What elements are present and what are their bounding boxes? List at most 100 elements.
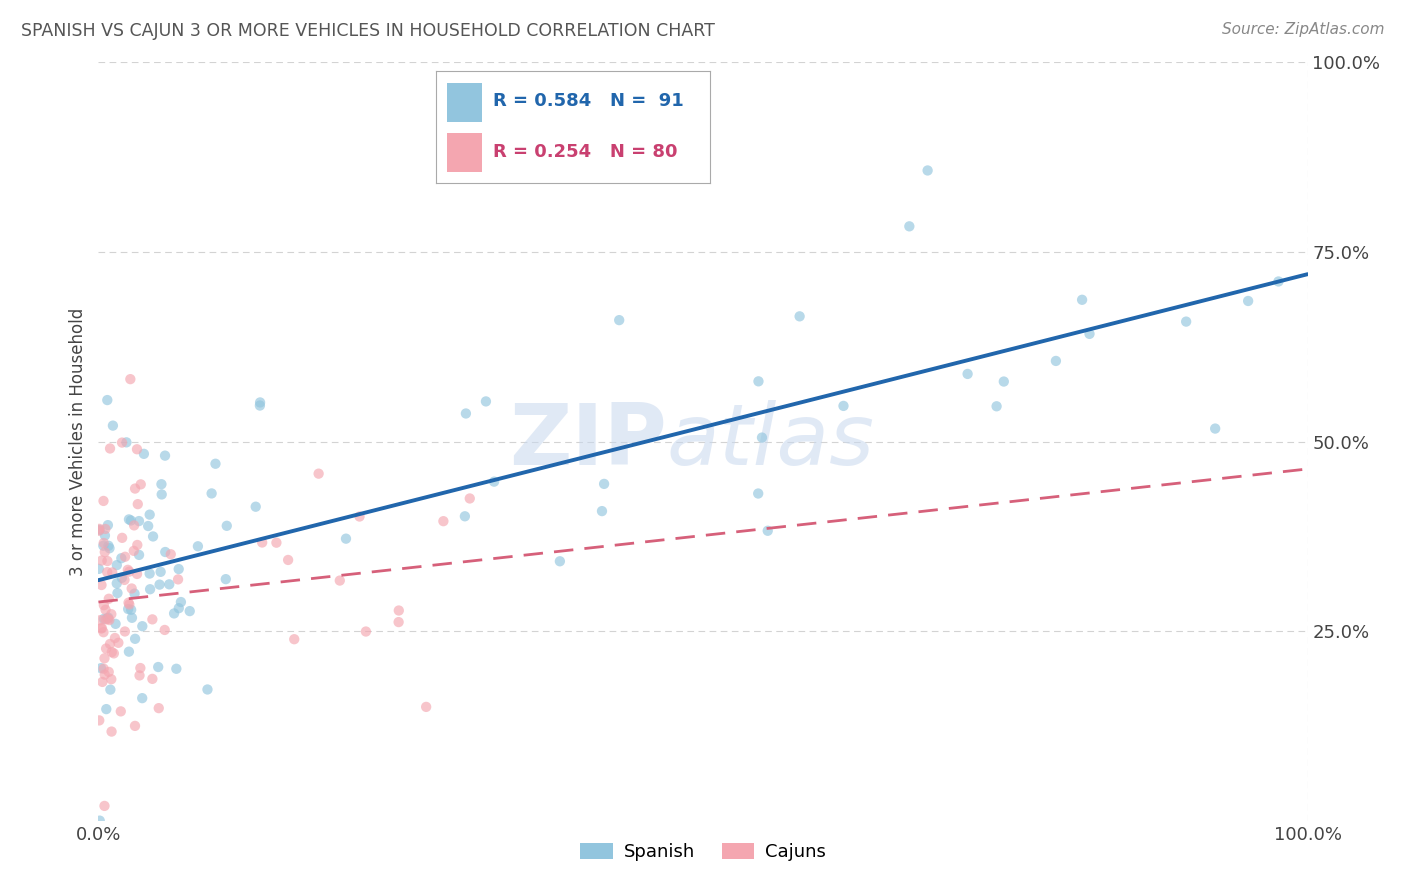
Point	[136, 519, 159, 533]
Point	[93, 667, 115, 681]
Point	[917, 163, 939, 178]
Point	[141, 672, 163, 686]
Point	[114, 573, 136, 587]
Point	[277, 553, 299, 567]
Point	[105, 576, 128, 591]
Text: atlas: atlas	[666, 400, 875, 483]
Point	[121, 582, 143, 596]
Point	[1071, 293, 1094, 307]
Point	[120, 603, 142, 617]
Point	[124, 586, 146, 600]
Point	[138, 566, 160, 581]
Point	[117, 602, 139, 616]
Point	[89, 814, 111, 828]
Point	[148, 577, 170, 591]
Point	[93, 536, 115, 550]
Text: R = 0.584   N =  91: R = 0.584 N = 91	[494, 93, 685, 111]
Point	[93, 651, 115, 665]
Point	[149, 565, 172, 579]
Point	[111, 531, 134, 545]
Bar	[447, 83, 482, 121]
Point	[415, 699, 437, 714]
Point	[111, 571, 134, 585]
Point	[96, 611, 118, 625]
Point	[129, 661, 152, 675]
Point	[148, 701, 170, 715]
Point	[117, 563, 139, 577]
Point	[454, 407, 477, 421]
Point	[131, 619, 153, 633]
Point	[98, 613, 121, 627]
Point	[96, 554, 118, 568]
Point	[204, 457, 226, 471]
Point	[167, 562, 190, 576]
Point	[155, 545, 177, 559]
Point	[607, 313, 630, 327]
Point	[90, 578, 112, 592]
Point	[94, 522, 117, 536]
Point	[105, 558, 128, 573]
Point	[266, 535, 288, 549]
Point	[94, 545, 117, 559]
Point	[150, 477, 173, 491]
Point	[548, 554, 571, 568]
Point	[308, 467, 330, 481]
Point	[91, 539, 114, 553]
Point	[128, 514, 150, 528]
Point	[832, 399, 855, 413]
Point	[100, 682, 122, 697]
Point	[1175, 315, 1198, 329]
Point	[104, 616, 127, 631]
Point	[101, 418, 124, 433]
Text: ZIP: ZIP	[509, 400, 666, 483]
Point	[141, 612, 163, 626]
Point	[101, 566, 124, 580]
Point	[157, 577, 180, 591]
Point	[98, 442, 121, 456]
Point	[591, 504, 613, 518]
Point	[118, 512, 141, 526]
Point	[94, 528, 117, 542]
Point	[89, 522, 111, 536]
Point	[98, 541, 121, 556]
Point	[89, 714, 111, 728]
Point	[283, 632, 305, 647]
Point	[388, 615, 411, 629]
Point	[94, 641, 117, 656]
Point	[107, 586, 129, 600]
Point	[100, 724, 122, 739]
Point	[1204, 421, 1226, 435]
Point	[97, 610, 120, 624]
Point	[96, 393, 118, 408]
Point	[215, 518, 238, 533]
Point	[475, 394, 498, 409]
Point	[97, 539, 120, 553]
Point	[167, 601, 190, 615]
Bar	[447, 133, 482, 171]
Point	[93, 598, 115, 612]
Point	[124, 719, 146, 733]
Point	[104, 631, 127, 645]
Point	[432, 514, 454, 528]
Point	[90, 661, 112, 675]
Point	[167, 573, 190, 587]
Point	[87, 524, 110, 538]
Point	[751, 431, 773, 445]
Point	[101, 645, 124, 659]
Point	[201, 486, 224, 500]
Point	[127, 497, 149, 511]
Point	[159, 547, 181, 561]
Point	[125, 566, 148, 581]
Y-axis label: 3 or more Vehicles in Household: 3 or more Vehicles in Household	[69, 308, 87, 575]
Point	[747, 486, 769, 500]
Point	[93, 494, 115, 508]
Point	[249, 395, 271, 409]
Point	[1237, 293, 1260, 308]
Point	[90, 621, 112, 635]
Point	[122, 544, 145, 558]
Point	[245, 500, 267, 514]
Point	[249, 399, 271, 413]
Point	[150, 487, 173, 501]
Point	[103, 646, 125, 660]
Point	[122, 518, 145, 533]
